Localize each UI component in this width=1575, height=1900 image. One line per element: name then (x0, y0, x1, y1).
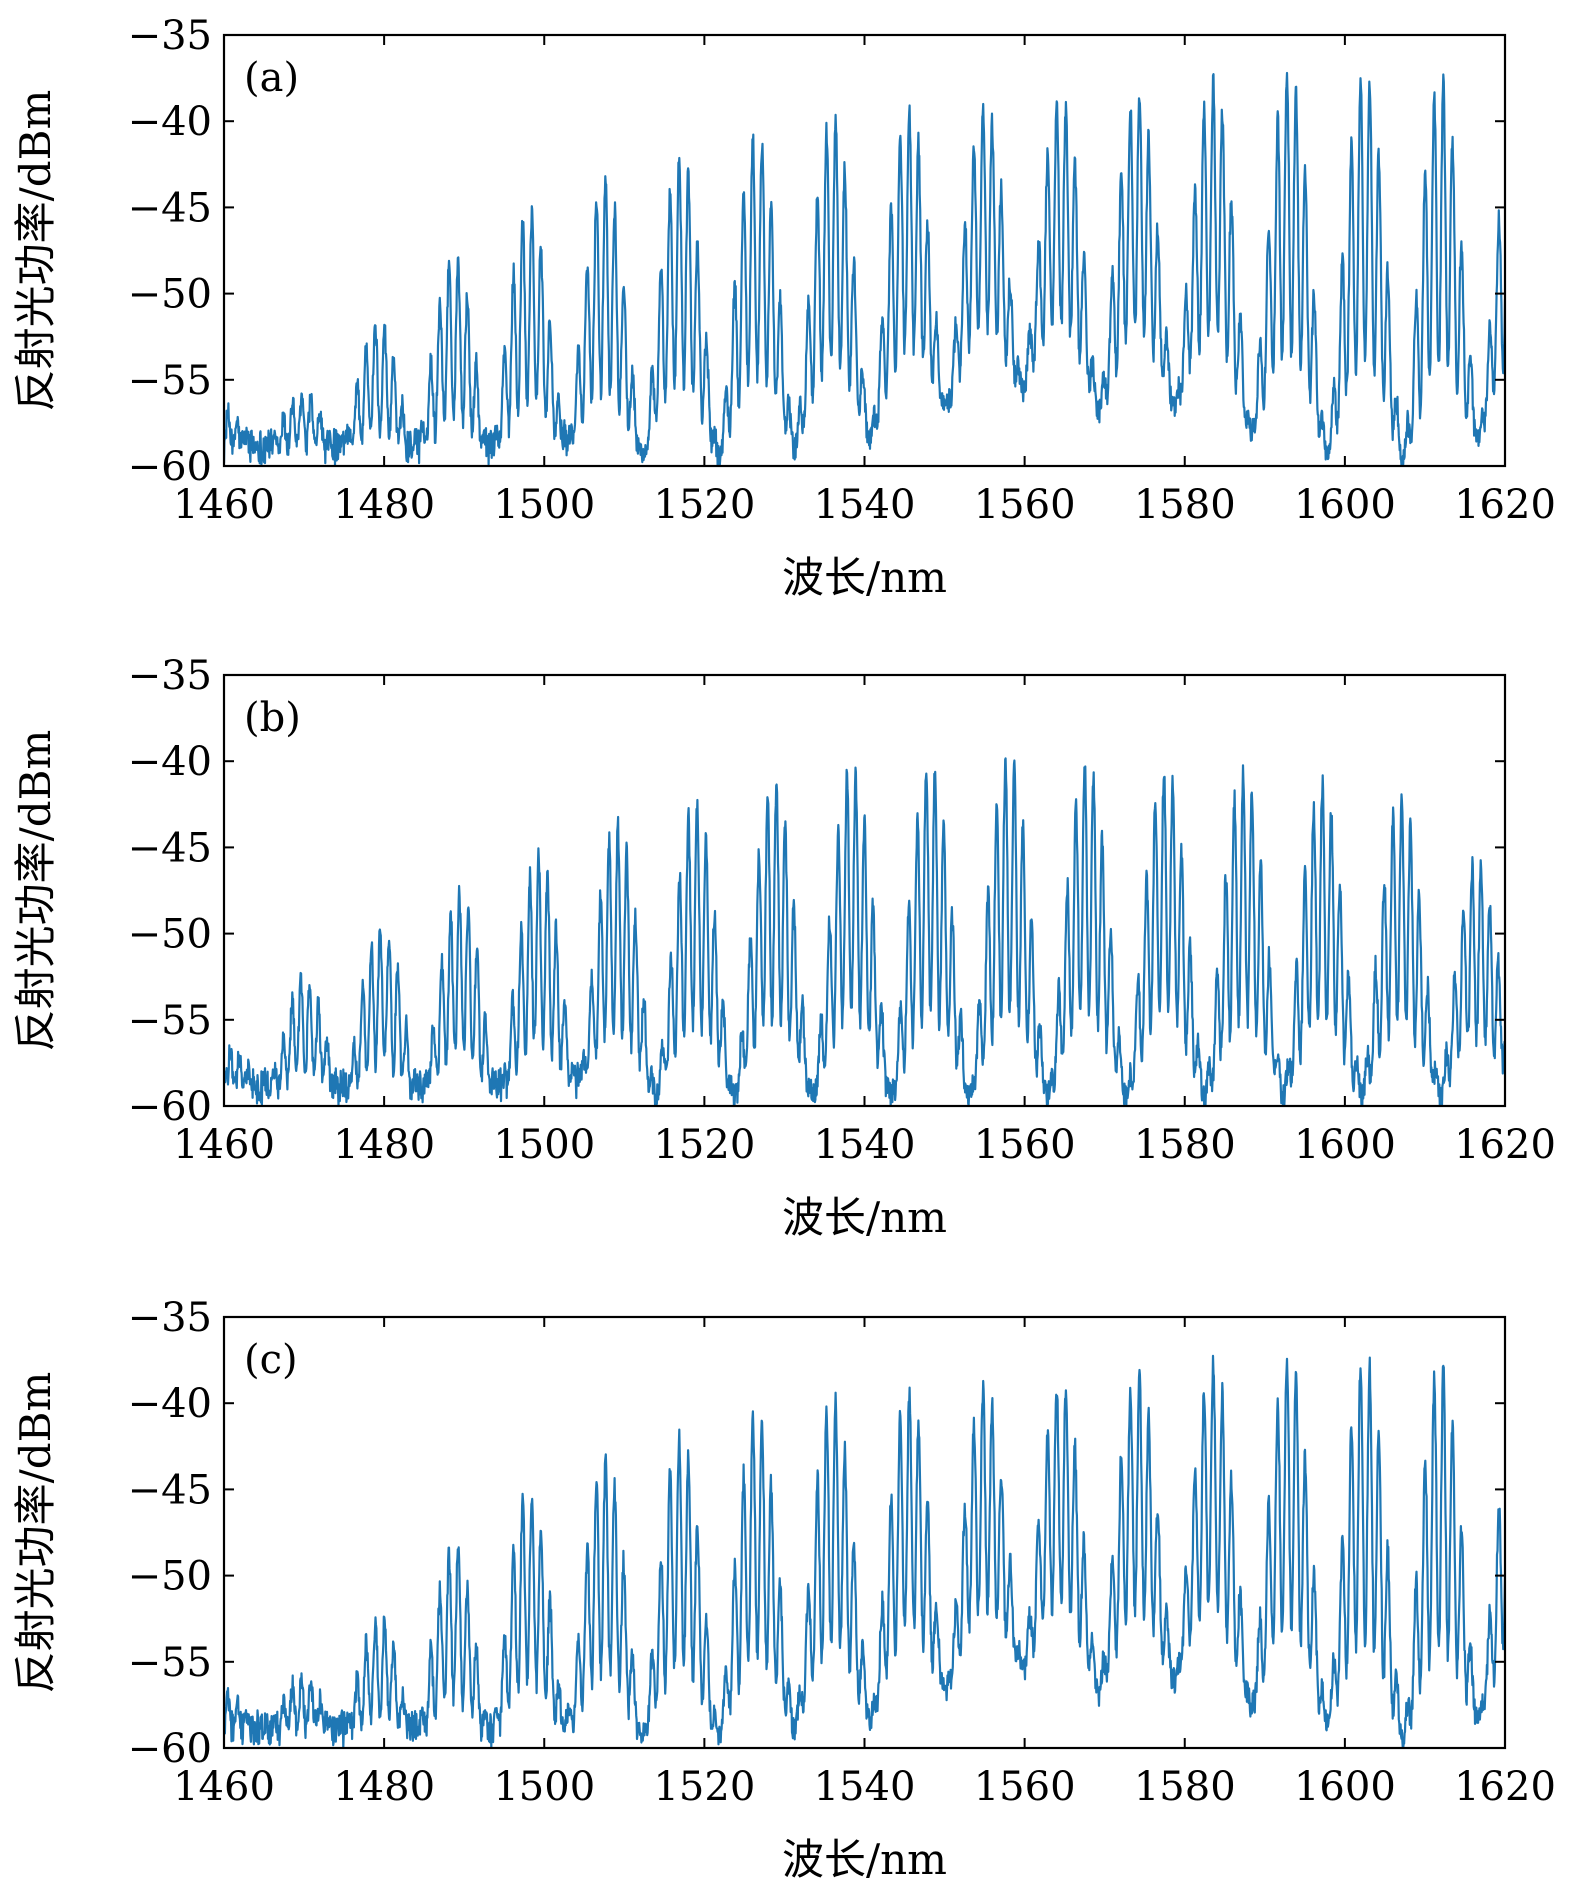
x-tick-label: 1460 (173, 1764, 275, 1810)
x-tick-label: 1620 (1454, 1764, 1556, 1810)
x-tick-label: 1520 (653, 482, 755, 528)
x-tick-label: 1600 (1294, 1122, 1396, 1168)
panel-label: (b) (244, 695, 301, 741)
panel-c: 1460 1480 1500 1520 1540 1560 1580 1600 1620 −35 −… (11, 1295, 1556, 1884)
y-tick-label: −35 (128, 1295, 212, 1341)
y-tick-label: −50 (128, 912, 212, 958)
x-tick-label: 1620 (1454, 1122, 1556, 1168)
x-tick-label: 1540 (814, 1122, 916, 1168)
y-tick-label: −60 (128, 1726, 212, 1772)
y-tick-label: −45 (128, 185, 212, 231)
y-tick-label: −45 (128, 1467, 212, 1513)
x-tick-label: 1520 (653, 1122, 755, 1168)
x-tick-label: 1500 (493, 482, 595, 528)
spectrum-line (224, 757, 1505, 1106)
x-tick-label: 1500 (493, 1764, 595, 1810)
spectrum-line (224, 1354, 1505, 1748)
x-tick-label: 1600 (1294, 1764, 1396, 1810)
y-tick-label: −40 (128, 99, 212, 145)
x-tick-label: 1480 (333, 1764, 435, 1810)
x-tick-label: 1460 (173, 1122, 275, 1168)
y-tick-label: −60 (128, 1084, 212, 1130)
panel-label: (c) (244, 1337, 298, 1383)
x-tick-label: 1580 (1134, 1122, 1236, 1168)
x-tick-label: 1480 (333, 1122, 435, 1168)
x-tick-label: 1560 (974, 1122, 1076, 1168)
panel-a: 1460 1480 1500 1520 1540 1560 1580 1600 1620 −35 −… (11, 13, 1556, 602)
panel-b: 1460 1480 1500 1520 1540 1560 1580 1600 1620 −35 −… (11, 653, 1556, 1242)
x-tick-label: 1580 (1134, 1764, 1236, 1810)
x-tick-label: 1580 (1134, 482, 1236, 528)
y-axis-title: 反射光功率/dBm (11, 90, 60, 412)
y-tick-label: −60 (128, 444, 212, 490)
y-tick-label: −50 (128, 272, 212, 318)
x-tick-label: 1600 (1294, 482, 1396, 528)
x-tick-label: 1500 (493, 1122, 595, 1168)
y-tick-label: −45 (128, 825, 212, 871)
y-tick-label: −35 (128, 13, 212, 59)
y-tick-label: −40 (128, 739, 212, 785)
x-axis-title: 波长/nm (782, 553, 947, 602)
x-tick-label: 1540 (814, 482, 916, 528)
x-axis-title: 波长/nm (782, 1835, 947, 1884)
x-tick-label: 1620 (1454, 482, 1556, 528)
x-tick-label: 1480 (333, 482, 435, 528)
panel-label: (a) (244, 55, 299, 101)
y-tick-label: −35 (128, 653, 212, 699)
x-tick-label: 1540 (814, 1764, 916, 1810)
spectrum-line (224, 71, 1505, 466)
y-tick-label: −50 (128, 1554, 212, 1600)
x-tick-label: 1560 (974, 482, 1076, 528)
x-tick-label: 1520 (653, 1764, 755, 1810)
y-tick-label: −55 (128, 358, 212, 404)
x-tick-label: 1560 (974, 1764, 1076, 1810)
y-tick-label: −40 (128, 1381, 212, 1427)
y-tick-label: −55 (128, 998, 212, 1044)
y-axis-title: 反射光功率/dBm (11, 1372, 60, 1694)
x-tick-label: 1460 (173, 482, 275, 528)
y-tick-label: −55 (128, 1640, 212, 1686)
y-axis-title: 反射光功率/dBm (11, 730, 60, 1052)
x-axis-title: 波长/nm (782, 1193, 947, 1242)
